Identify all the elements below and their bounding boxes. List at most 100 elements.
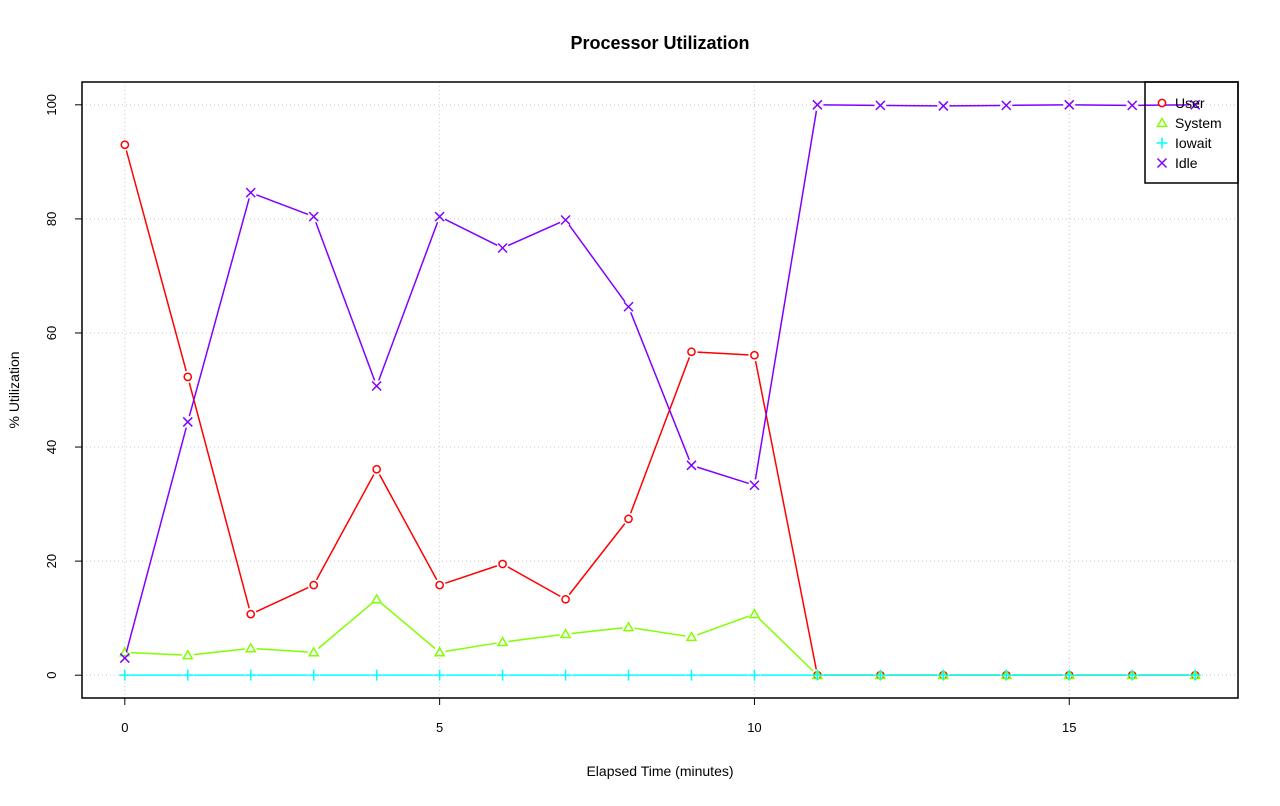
series-line-segment: [189, 198, 249, 416]
data-point: [876, 101, 885, 110]
series-line-segment: [317, 475, 374, 580]
data-point: [688, 348, 695, 355]
series-line-segment: [697, 467, 749, 483]
data-point: [371, 670, 382, 681]
y-tick-label: 0: [44, 672, 59, 679]
series-line-segment: [318, 603, 372, 648]
data-point: [182, 670, 193, 681]
legend-marker-iowait: [1157, 138, 1168, 149]
series-line-segment: [631, 357, 690, 513]
axes: 0 5 10 15 0 20 40 60 80 100: [44, 94, 1076, 735]
data-point: [498, 243, 507, 252]
data-point: [751, 352, 758, 359]
series-line-segment: [572, 628, 623, 634]
data-point: [372, 595, 381, 603]
y-tick-label: 80: [44, 212, 59, 226]
data-point: [373, 466, 380, 473]
series-line-segment: [755, 111, 816, 480]
series-line-segment: [509, 635, 560, 641]
series-line-segment: [256, 195, 308, 215]
legend-label: User: [1175, 95, 1205, 111]
legend-marker-system: [1158, 119, 1167, 127]
x-tick-label: 10: [747, 720, 761, 735]
series-line-segment: [759, 618, 813, 671]
series-line-segment: [631, 312, 690, 459]
data-point: [687, 632, 696, 640]
series-line-segment: [316, 222, 375, 380]
x-tick-label: 0: [121, 720, 128, 735]
data-point: [308, 670, 319, 681]
data-point: [183, 417, 192, 426]
data-point: [499, 560, 506, 567]
data-point: [686, 670, 697, 681]
data-point: [561, 216, 570, 225]
legend-marker-idle: [1158, 159, 1167, 168]
series-group: [119, 100, 1200, 680]
data-point: [245, 670, 256, 681]
x-axis-label: Elapsed Time (minutes): [586, 763, 733, 779]
series-line-segment: [569, 524, 625, 595]
data-point: [1128, 101, 1137, 110]
y-tick-label: 100: [44, 94, 59, 116]
data-point: [497, 670, 508, 681]
data-point: [436, 581, 443, 588]
data-point: [434, 670, 445, 681]
data-point: [310, 581, 317, 588]
chart-title: Processor Utilization: [570, 33, 749, 53]
data-point: [372, 382, 381, 391]
legend-label: System: [1175, 115, 1222, 131]
data-point: [624, 302, 633, 311]
legend-label: Iowait: [1175, 135, 1212, 151]
series-line-segment: [508, 567, 561, 596]
data-point: [562, 596, 569, 603]
data-point: [750, 610, 759, 618]
plot-frame: [82, 82, 1238, 698]
legend-label: Idle: [1175, 155, 1198, 171]
series-line-segment: [508, 222, 560, 245]
x-tick-label: 15: [1062, 720, 1076, 735]
series-iowait: [119, 670, 1200, 681]
y-tick-label: 40: [44, 440, 59, 454]
series-line-segment: [445, 219, 497, 245]
series-line-segment: [446, 643, 497, 651]
data-point: [749, 670, 760, 681]
data-point: [119, 670, 130, 681]
series-line-segment: [381, 603, 435, 648]
y-tick-label: 20: [44, 554, 59, 568]
grid: [82, 82, 1238, 698]
series-line-segment: [257, 649, 308, 652]
y-axis-label: % Utilization: [6, 351, 22, 428]
series-line-segment: [189, 383, 249, 609]
y-tick-label: 60: [44, 326, 59, 340]
series-line-segment: [131, 653, 182, 655]
series-line-segment: [697, 352, 748, 355]
data-point: [624, 623, 633, 631]
data-point: [498, 638, 507, 646]
data-point: [309, 212, 318, 221]
data-point: [939, 101, 948, 110]
data-point: [560, 670, 571, 681]
series-line-segment: [126, 151, 186, 372]
data-point: [625, 515, 632, 522]
x-tick-label: 5: [436, 720, 443, 735]
data-point: [1002, 101, 1011, 110]
data-point: [435, 212, 444, 221]
series-system: [120, 595, 1199, 679]
series-line-segment: [380, 475, 437, 580]
data-point: [246, 188, 255, 197]
series-line-segment: [445, 566, 497, 583]
legend: User System Iowait Idle: [1145, 82, 1238, 183]
series-line-segment: [634, 628, 685, 636]
series-line-segment: [194, 649, 245, 655]
series-line-segment: [379, 222, 438, 380]
data-point: [247, 611, 254, 618]
series-line-segment: [256, 588, 308, 612]
series-user: [121, 141, 1199, 679]
data-point: [183, 651, 192, 659]
data-point: [246, 644, 255, 652]
data-point: [623, 670, 634, 681]
data-point: [121, 141, 128, 148]
series-idle: [120, 100, 1199, 662]
data-point: [184, 373, 191, 380]
